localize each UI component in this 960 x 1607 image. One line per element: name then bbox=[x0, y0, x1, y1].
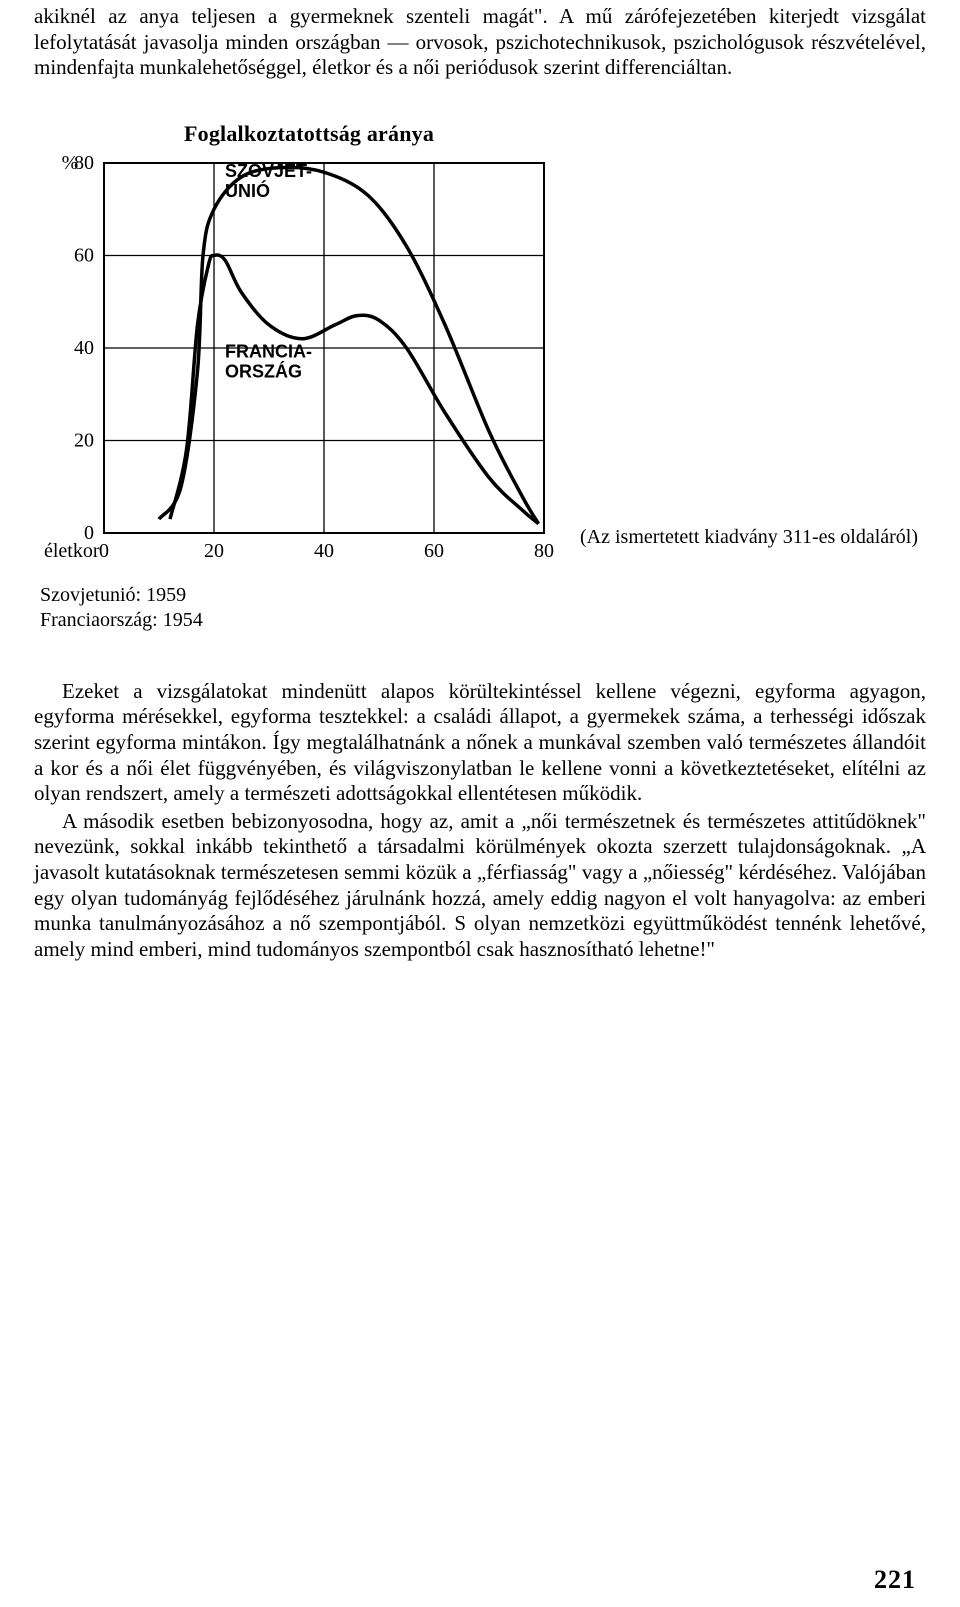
svg-text:80: 80 bbox=[534, 540, 554, 562]
legend-franciaorszag: Franciaország: 1954 bbox=[40, 608, 926, 633]
chart-svg-wrap: %020406080020406080életkorSZOVJET-UNIÓFR… bbox=[34, 153, 554, 573]
chart-title: Foglalkoztatottság aránya bbox=[184, 121, 926, 147]
legend-szovjetunio: Szovjetunió: 1959 bbox=[40, 583, 926, 608]
paragraph-3: A második esetben bebizonyosodna, hogy a… bbox=[34, 809, 926, 963]
svg-text:20: 20 bbox=[204, 540, 224, 562]
chart-block: Foglalkoztatottság aránya %0204060800204… bbox=[34, 121, 926, 633]
chart-legend: Szovjetunió: 1959 Franciaország: 1954 bbox=[40, 583, 926, 633]
svg-text:60: 60 bbox=[74, 244, 94, 266]
paragraph-2: Ezeket a vizsgálatokat mindenütt alapos … bbox=[34, 679, 926, 807]
employment-chart: %020406080020406080életkorSZOVJET-UNIÓFR… bbox=[34, 153, 554, 573]
svg-text:60: 60 bbox=[424, 540, 444, 562]
page-number: 221 bbox=[874, 1565, 916, 1595]
svg-text:életkor: életkor bbox=[44, 540, 100, 562]
chart-source-caption: (Az ismertetett kiadvány 311-es oldaláró… bbox=[580, 525, 918, 549]
svg-text:40: 40 bbox=[74, 337, 94, 359]
svg-text:SZOVJET-: SZOVJET- bbox=[225, 161, 312, 181]
svg-text:40: 40 bbox=[314, 540, 334, 562]
paragraph-1: akiknél az anya teljesen a gyermeknek sz… bbox=[34, 4, 926, 81]
svg-text:ORSZÁG: ORSZÁG bbox=[225, 360, 302, 381]
svg-text:0: 0 bbox=[99, 540, 109, 562]
svg-text:20: 20 bbox=[74, 429, 94, 451]
svg-text:FRANCIA-: FRANCIA- bbox=[225, 341, 312, 361]
svg-text:80: 80 bbox=[74, 153, 94, 174]
svg-text:UNIÓ: UNIÓ bbox=[225, 180, 270, 201]
